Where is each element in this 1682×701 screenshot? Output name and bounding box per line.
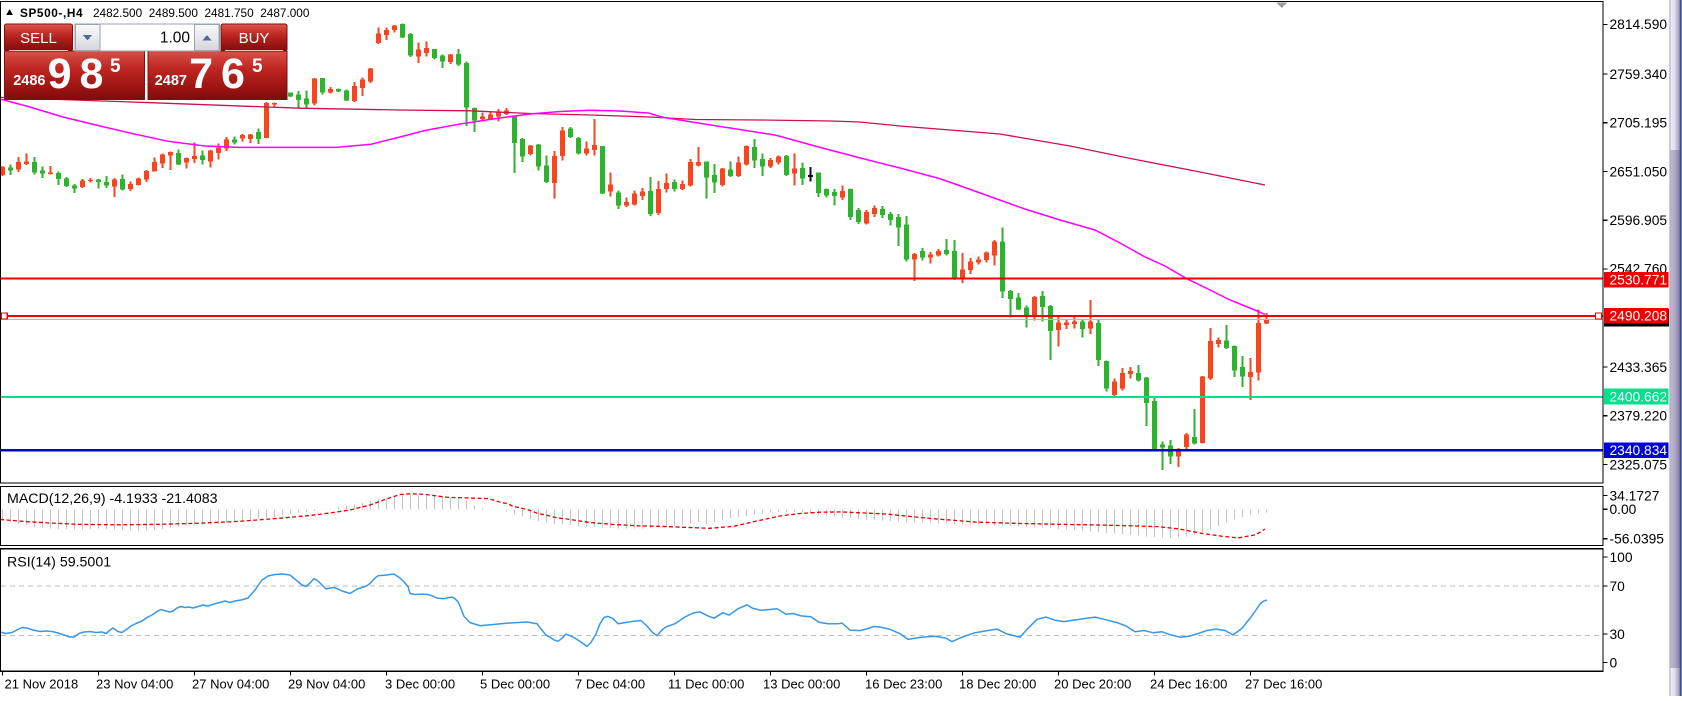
svg-text:0.00: 0.00 (1610, 502, 1637, 517)
svg-text:29 Nov 04:00: 29 Nov 04:00 (288, 677, 365, 692)
svg-text:16 Dec 23:00: 16 Dec 23:00 (865, 677, 942, 692)
svg-text:2759.340: 2759.340 (1610, 67, 1668, 82)
svg-text:-56.0395: -56.0395 (1610, 532, 1665, 547)
svg-text:0: 0 (1610, 655, 1618, 670)
svg-text:2487: 2487 (155, 73, 187, 89)
svg-text:21 Nov 2018: 21 Nov 2018 (5, 677, 79, 692)
svg-text:RSI(14) 59.5001: RSI(14) 59.5001 (7, 555, 111, 571)
svg-text:5: 5 (252, 56, 263, 77)
svg-text:20 Dec 20:00: 20 Dec 20:00 (1054, 677, 1131, 692)
svg-text:5 Dec 00:00: 5 Dec 00:00 (480, 677, 550, 692)
svg-text:13 Dec 00:00: 13 Dec 00:00 (763, 677, 840, 692)
svg-text:2400.662: 2400.662 (1610, 389, 1668, 404)
svg-text:98: 98 (48, 50, 112, 98)
svg-text:27 Nov 04:00: 27 Nov 04:00 (192, 677, 269, 692)
svg-text:7 Dec 04:00: 7 Dec 04:00 (575, 677, 645, 692)
svg-text:2596.905: 2596.905 (1610, 213, 1668, 228)
svg-text:27 Dec 16:00: 27 Dec 16:00 (1245, 677, 1322, 692)
svg-text:2651.050: 2651.050 (1610, 164, 1668, 179)
svg-text:24 Dec 16:00: 24 Dec 16:00 (1150, 677, 1227, 692)
svg-text:11 Dec 00:00: 11 Dec 00:00 (668, 677, 744, 692)
svg-text:2486: 2486 (13, 73, 45, 89)
svg-text:2379.220: 2379.220 (1610, 409, 1668, 424)
svg-text:2814.590: 2814.590 (1610, 17, 1668, 32)
svg-text:76: 76 (189, 50, 253, 98)
svg-text:MACD(12,26,9) -4.1933 -21.4083: MACD(12,26,9) -4.1933 -21.4083 (7, 491, 218, 507)
svg-text:5: 5 (110, 56, 121, 77)
svg-text:23 Nov 04:00: 23 Nov 04:00 (96, 677, 173, 692)
svg-text:30: 30 (1610, 627, 1626, 642)
svg-text:2433.365: 2433.365 (1610, 360, 1668, 375)
svg-text:2490.208: 2490.208 (1610, 309, 1668, 324)
svg-text:2340.834: 2340.834 (1610, 443, 1668, 458)
svg-text:BUY: BUY (239, 30, 270, 47)
svg-text:18 Dec 20:00: 18 Dec 20:00 (959, 677, 1036, 692)
svg-text:2705.195: 2705.195 (1610, 116, 1668, 131)
svg-text:2530.771: 2530.771 (1610, 273, 1668, 288)
svg-text:SP500-,H4 2482.500 2489.500: SP500-,H4 2482.500 2489.500 2481.750 248… (20, 6, 310, 20)
svg-text:100: 100 (1610, 550, 1633, 565)
svg-text:1.00: 1.00 (160, 30, 191, 47)
svg-text:3 Dec 00:00: 3 Dec 00:00 (385, 677, 455, 692)
svg-text:2325.075: 2325.075 (1610, 457, 1668, 472)
svg-text:70: 70 (1610, 579, 1626, 594)
svg-text:SELL: SELL (20, 30, 57, 47)
